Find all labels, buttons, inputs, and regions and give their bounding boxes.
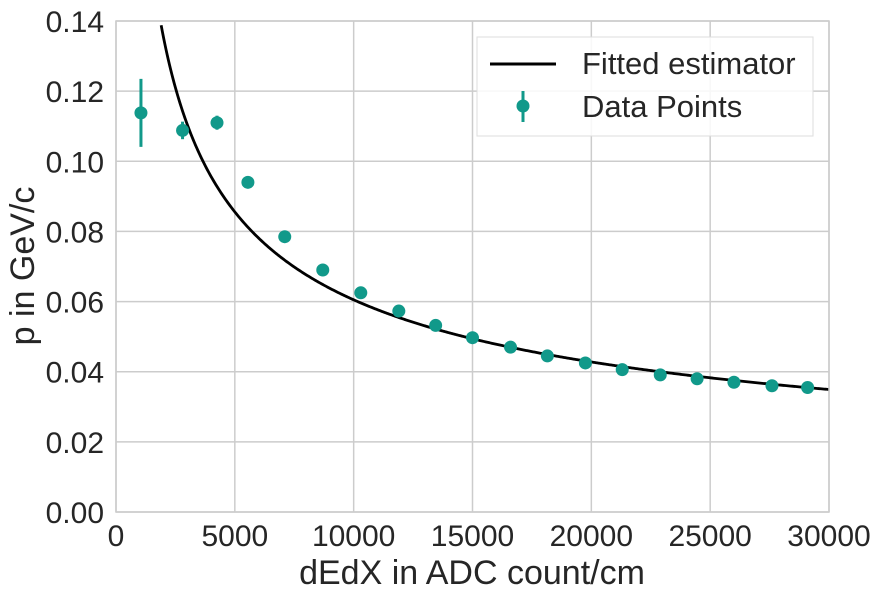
data-point xyxy=(801,380,815,394)
data-point xyxy=(429,318,443,332)
legend-fit-label: Fitted estimator xyxy=(582,46,796,81)
x-tick-label: 0 xyxy=(108,520,125,553)
x-tick-label: 30000 xyxy=(787,520,870,553)
y-tick-label: 0.04 xyxy=(46,357,104,390)
y-tick-label: 0.08 xyxy=(46,216,104,249)
data-points-layer xyxy=(134,78,815,394)
data-point xyxy=(727,375,741,389)
data-point xyxy=(615,363,629,377)
data-point-marker xyxy=(134,106,148,120)
data-point xyxy=(392,304,406,318)
data-point xyxy=(176,121,190,140)
data-point xyxy=(241,175,255,189)
x-tick-labels: 0 5000 10000 15000 20000 25000 30000 xyxy=(108,520,871,553)
data-point-marker xyxy=(316,263,330,277)
data-point-marker xyxy=(578,356,592,370)
x-axis-label: dEdX in ADC count/cm xyxy=(299,554,645,592)
fitted-estimator-line xyxy=(159,24,830,391)
data-point-marker xyxy=(540,349,554,363)
data-point-marker xyxy=(801,380,815,394)
data-point xyxy=(504,340,518,354)
data-point xyxy=(466,331,479,345)
y-tick-label: 0.10 xyxy=(46,146,104,179)
data-point xyxy=(578,356,592,370)
data-point-marker xyxy=(278,230,292,244)
legend: Fitted estimator Data Points xyxy=(476,36,814,137)
data-point xyxy=(278,230,292,244)
y-tick-label: 0.00 xyxy=(46,497,104,530)
data-point xyxy=(354,286,368,300)
legend-points-marker xyxy=(516,99,530,113)
data-point xyxy=(316,263,330,277)
data-point-marker xyxy=(466,331,479,345)
x-tick-label: 20000 xyxy=(550,520,633,553)
data-point-marker xyxy=(392,304,406,318)
data-point-marker xyxy=(241,175,255,189)
y-tick-labels: 0.00 0.02 0.04 0.06 0.08 0.10 0.12 0.14 xyxy=(46,6,104,530)
x-tick-label: 15000 xyxy=(431,520,514,553)
data-point-marker xyxy=(504,340,518,354)
x-tick-label: 25000 xyxy=(668,520,751,553)
y-tick-label: 0.14 xyxy=(46,6,104,39)
data-point-marker xyxy=(615,363,629,377)
y-tick-label: 0.06 xyxy=(46,287,104,320)
y-axis-label: p in GeV/c xyxy=(4,187,42,346)
legend-points-label: Data Points xyxy=(582,89,742,124)
data-point xyxy=(690,372,704,386)
data-point xyxy=(653,368,667,382)
x-tick-label: 10000 xyxy=(312,520,395,553)
data-point-marker xyxy=(176,123,190,137)
data-point-marker xyxy=(765,379,779,393)
data-point xyxy=(210,115,224,130)
data-point xyxy=(540,349,554,363)
data-point xyxy=(134,78,148,147)
data-point-marker xyxy=(727,375,741,389)
y-tick-label: 0.12 xyxy=(46,76,104,109)
fit-layer xyxy=(159,24,830,391)
data-point xyxy=(765,379,779,393)
data-point-marker xyxy=(690,372,704,386)
data-point-marker xyxy=(210,116,224,130)
plot-frame xyxy=(115,20,830,513)
legend-box xyxy=(476,36,814,137)
y-tick-label: 0.02 xyxy=(46,427,104,460)
data-point-marker xyxy=(653,368,667,382)
data-point-marker xyxy=(354,286,368,300)
x-tick-label: 5000 xyxy=(201,520,268,553)
data-point-marker xyxy=(429,318,443,332)
